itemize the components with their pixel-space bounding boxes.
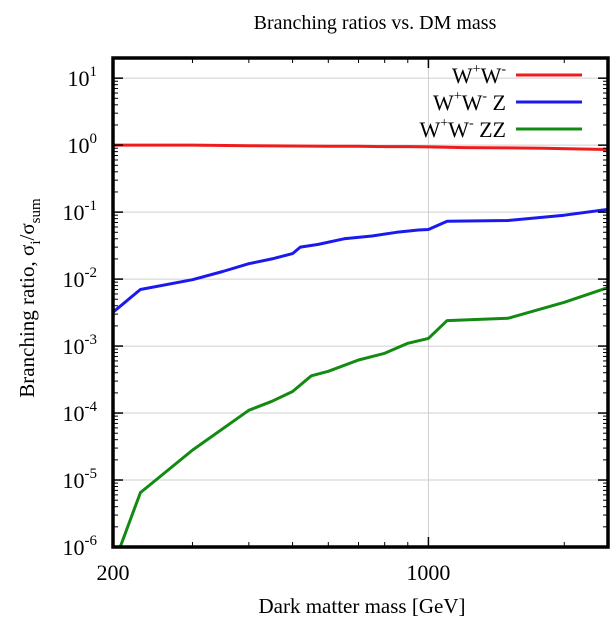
plot-frame bbox=[111, 56, 610, 549]
y-tick-label: 10-5 bbox=[63, 466, 98, 493]
series-line bbox=[113, 143, 608, 151]
y-axis-label-prefix: Branching ratio, bbox=[15, 256, 39, 398]
legend: W+W-W+W- ZW+W- ZZ bbox=[420, 62, 582, 142]
y-tick-label: 10-4 bbox=[63, 399, 98, 426]
x-tick-label: 1000 bbox=[406, 560, 450, 585]
y-tick-label: 10-6 bbox=[63, 533, 98, 560]
chart-title: Branching ratios vs. DM mass bbox=[254, 12, 497, 34]
y-axis-label-den: σ bbox=[15, 223, 39, 234]
series-line bbox=[118, 286, 608, 547]
series-layer bbox=[113, 143, 608, 547]
y-tick-label: 10-3 bbox=[63, 332, 98, 359]
series-line bbox=[113, 207, 608, 314]
y-axis-label-num: σ bbox=[15, 245, 39, 256]
y-axis-label-slash: / bbox=[15, 234, 39, 240]
y-axis-label-den-sub: sum bbox=[28, 198, 44, 223]
y-axis-label: Branching ratio, σi/σsum bbox=[15, 198, 44, 398]
y-tick-label: 101 bbox=[68, 64, 98, 91]
legend-label: W+W- Z bbox=[433, 89, 506, 115]
y-axis-label-num-sub: i bbox=[28, 240, 44, 244]
legend-label: W+W- ZZ bbox=[420, 116, 507, 142]
y-tick-label: 100 bbox=[68, 131, 98, 158]
y-tick-label: 10-1 bbox=[63, 198, 98, 225]
x-tick-label: 200 bbox=[97, 560, 130, 585]
x-axis-label: Dark matter mass [GeV] bbox=[258, 594, 465, 618]
legend-label: W+W- bbox=[452, 62, 506, 88]
y-tick-label: 10-2 bbox=[63, 265, 98, 292]
grid bbox=[113, 58, 608, 548]
